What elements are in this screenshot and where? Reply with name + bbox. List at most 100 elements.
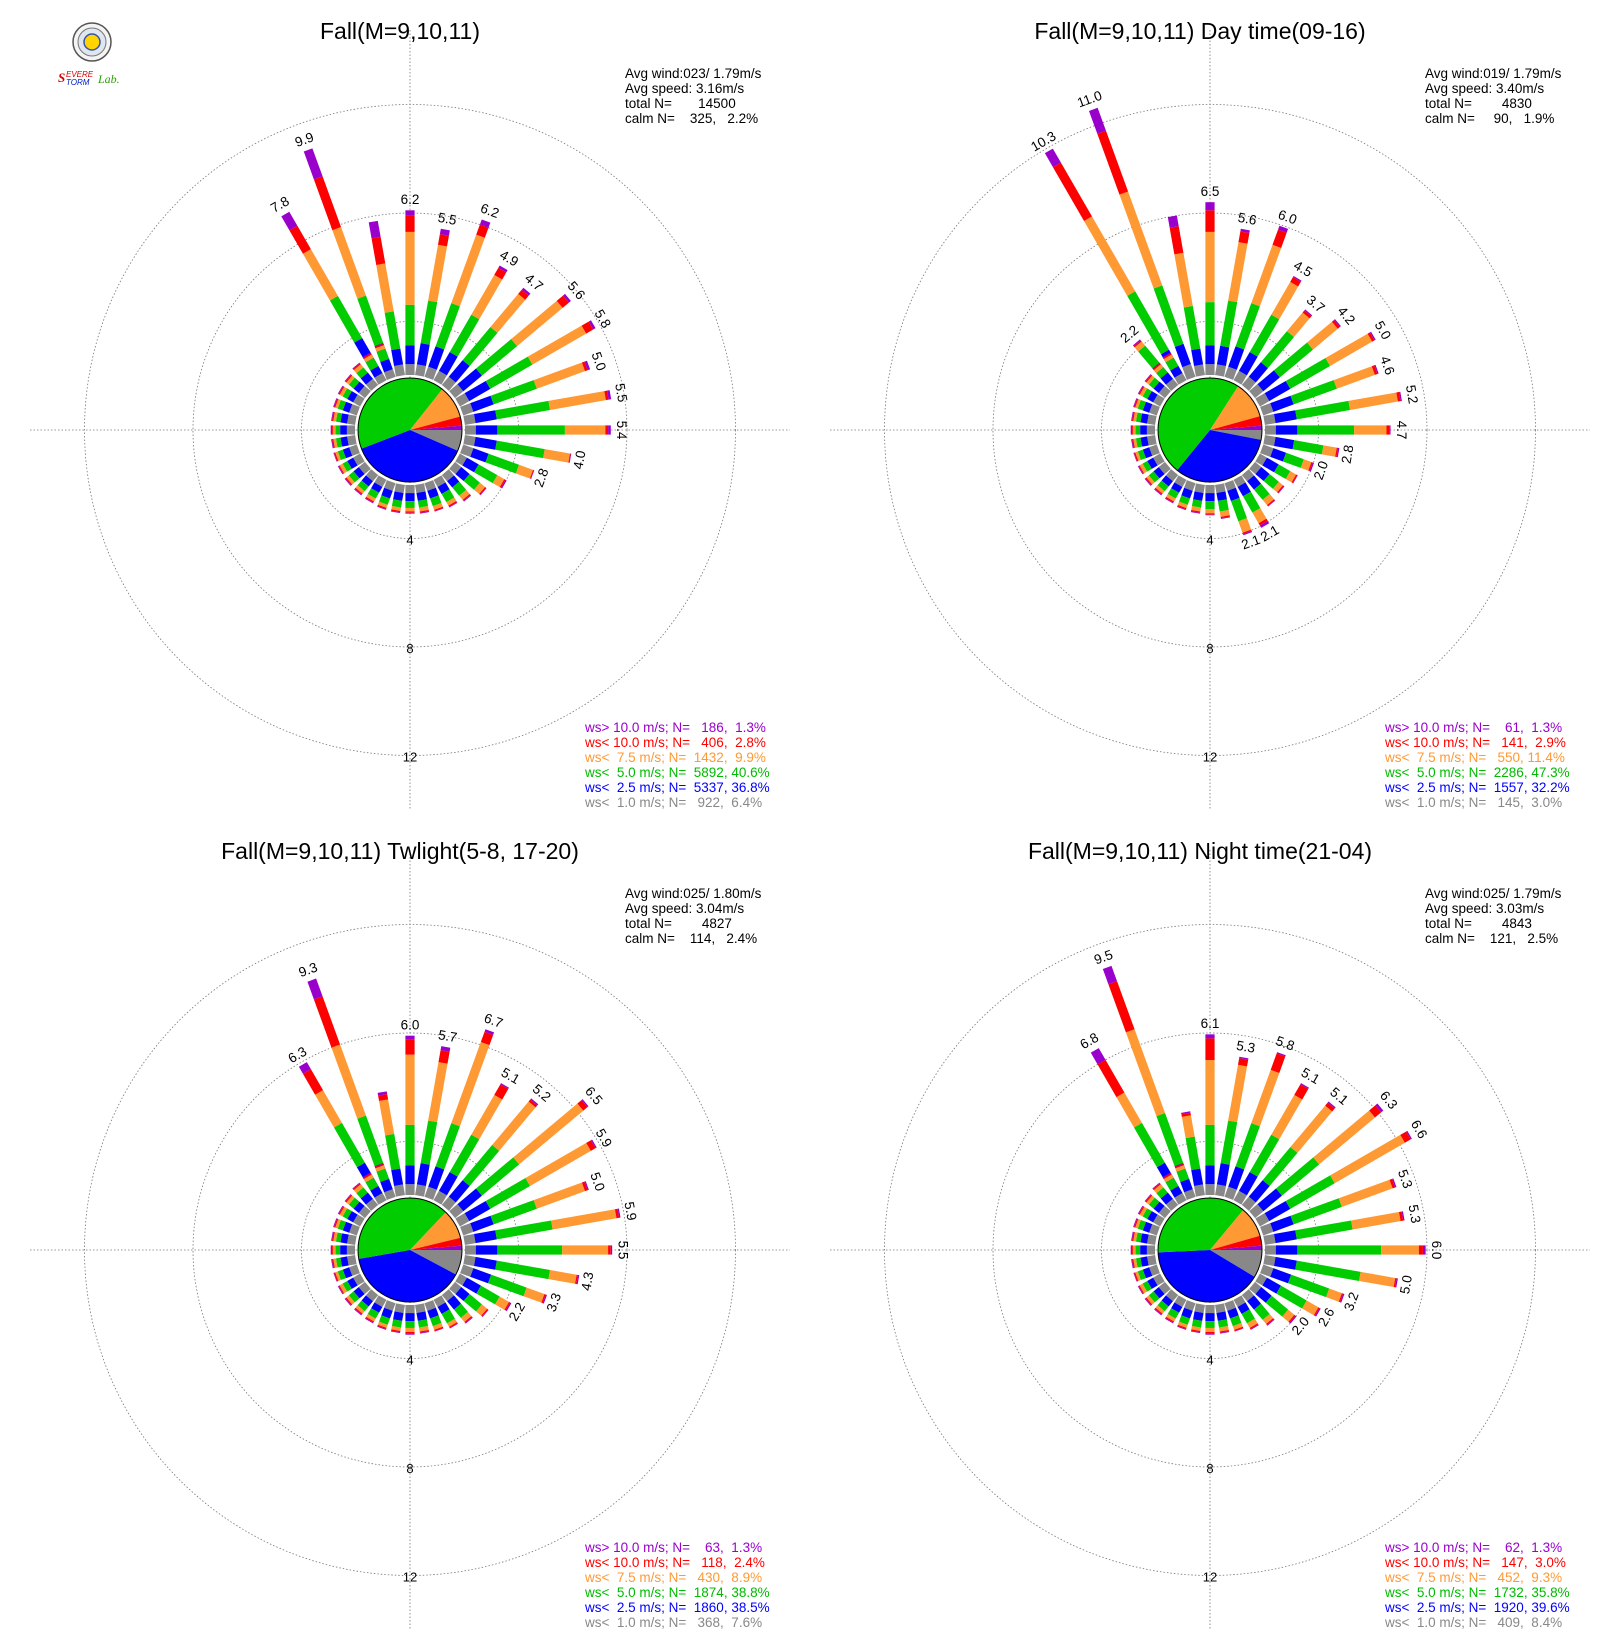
windrose-bar-segment <box>1193 491 1204 501</box>
windrose-bar-segment <box>1180 1178 1193 1193</box>
windrose-bar-segment <box>457 368 482 392</box>
windrose-bar-segment <box>377 501 388 508</box>
svg-text:TORM: TORM <box>66 78 90 87</box>
windrose-bar-segment <box>357 480 369 492</box>
windrose-bar-segment <box>1161 1295 1173 1307</box>
windrose-bar-segment <box>332 425 336 435</box>
avg-wind: Avg wind:019/ 1.79m/s <box>1425 66 1562 81</box>
windrose-bar-segment <box>333 452 339 462</box>
windrose-bar-segment <box>440 1046 451 1052</box>
windrose-bar-segment <box>1165 1318 1174 1324</box>
windrose-bar-segment <box>1265 425 1276 435</box>
windrose-bar-segment <box>374 475 387 487</box>
windrose-bar-segment <box>1270 1053 1286 1074</box>
windrose-bar-segment <box>424 1186 437 1200</box>
windrose-bar-segment <box>430 1315 442 1327</box>
windrose-bar-segment <box>365 1318 374 1324</box>
windrose-bar-segment <box>1146 475 1155 485</box>
windrose-bar-segment <box>356 1187 368 1199</box>
windrose-bar-segment <box>1282 1309 1295 1322</box>
avg-wind: Avg wind:023/ 1.79m/s <box>625 66 762 81</box>
windrose-bar-segment <box>434 508 444 512</box>
windrose-bar-segment <box>528 1099 538 1108</box>
windrose-bar-segment <box>1295 400 1351 420</box>
calm-pie-slice <box>410 425 462 430</box>
svg-text:EVERE: EVERE <box>66 70 94 79</box>
windrose-bar-segment <box>415 1184 426 1197</box>
windrose-bar-segment <box>313 996 341 1048</box>
windrose-bar-segment <box>1142 1267 1153 1279</box>
windrose-bar-segment <box>379 1099 395 1136</box>
bar-value-label: 9.5 <box>1092 947 1115 968</box>
windrose-bar-segment <box>1205 202 1215 211</box>
bar-value-label: 5.6 <box>1237 210 1258 228</box>
windrose-bar-segment <box>331 411 335 422</box>
windrose-bar-segment <box>394 483 405 493</box>
windrose-bar-segment <box>462 1277 481 1294</box>
windrose-bar-segment <box>449 384 464 399</box>
windrose-bar-segment <box>1266 1319 1275 1326</box>
windrose-bar-segment <box>1228 242 1248 303</box>
windrose-bar-segment <box>342 460 352 472</box>
windrose-bar-segment <box>1400 1131 1411 1143</box>
windrose-bar-segment <box>362 1172 371 1178</box>
windrose-bar-segment <box>1275 425 1298 435</box>
legend-entry: ws< 1.0 m/s; N= 368, 7.6% <box>585 1615 763 1630</box>
windrose-bar-segment <box>1333 366 1375 389</box>
windrose-bar-segment <box>385 1133 401 1171</box>
windrose-bar-segment <box>1267 500 1276 507</box>
windrose-bar-segment <box>377 504 387 510</box>
windrose-bar-segment <box>365 1198 379 1211</box>
bar-value-label: 5.4 <box>614 421 629 440</box>
windrose-bar-segment <box>1144 1194 1152 1202</box>
windrose-bar-segment <box>1149 1224 1160 1236</box>
windrose-bar-segment <box>353 1214 365 1227</box>
calm-pie-slice <box>410 1245 463 1250</box>
windrose-bar-segment <box>1258 518 1268 526</box>
windrose-bar-segment <box>515 464 534 479</box>
calm-pie-slice <box>1210 416 1262 430</box>
windrose-bar-segment <box>471 274 503 320</box>
bar-value-label: 6.2 <box>401 192 420 207</box>
windrose-bar-segment <box>438 1172 458 1196</box>
windrose-bar-segment <box>331 411 334 421</box>
windrose-bar-segment <box>1166 1314 1176 1322</box>
windrose-bar-segment <box>490 380 537 405</box>
radial-tick-label: 8 <box>406 641 413 656</box>
windrose-bar-segment <box>439 228 450 236</box>
windrose-bar-segment <box>347 1234 357 1245</box>
windrose-bar-segment <box>1300 1083 1309 1089</box>
windrose-bar-segment <box>463 1255 476 1266</box>
windrose-bar-segment <box>333 438 338 448</box>
windrose-bar-segment <box>405 345 415 365</box>
windrose-bar-segment <box>365 1316 375 1323</box>
windrose-bar-segment <box>1153 467 1165 479</box>
windrose-bar-segment <box>428 1062 448 1123</box>
windrose-bar-segment <box>451 234 485 307</box>
windrose-bar-segment <box>1263 435 1276 446</box>
windrose-bar-segment <box>604 390 609 401</box>
bar-value-label: 5.0 <box>589 350 610 373</box>
windrose-bar-segment <box>1160 1192 1173 1205</box>
windrose-bar-segment <box>335 1271 341 1281</box>
windrose-bar-segment <box>614 1208 620 1219</box>
legend-entry: ws< 2.5 m/s; N= 1860, 38.5% <box>585 1600 770 1615</box>
windrose-bar-segment <box>1171 482 1183 493</box>
radial-tick-label: 12 <box>403 1570 417 1585</box>
windrose-bar-segment <box>1166 494 1176 502</box>
windrose-bar-segment <box>340 436 349 447</box>
windrose-bar-segment <box>1162 353 1172 359</box>
windrose-bar-segment <box>405 501 415 508</box>
windrose-bar-segment <box>1155 1305 1165 1314</box>
windrose-bar-segment <box>365 378 379 391</box>
windrose-bar-segment <box>1224 1300 1236 1311</box>
legend-entry: ws> 10.0 m/s; N= 62, 1.3% <box>1385 1540 1563 1555</box>
windrose-bar-segment <box>424 1300 436 1311</box>
windrose-bar-segment <box>1325 1102 1335 1112</box>
legend: ws> 10.0 m/s; N= 62, 1.3% ws< 10.0 m/s; N… <box>1385 1540 1570 1630</box>
windrose-bar-segment <box>1238 231 1250 244</box>
windrose-bar-segment <box>355 485 365 494</box>
calm-n: calm N= 121, 2.5% <box>1425 931 1559 946</box>
windrose-bar-segment <box>1133 398 1139 408</box>
windrose-bar-segment <box>1145 1194 1153 1203</box>
